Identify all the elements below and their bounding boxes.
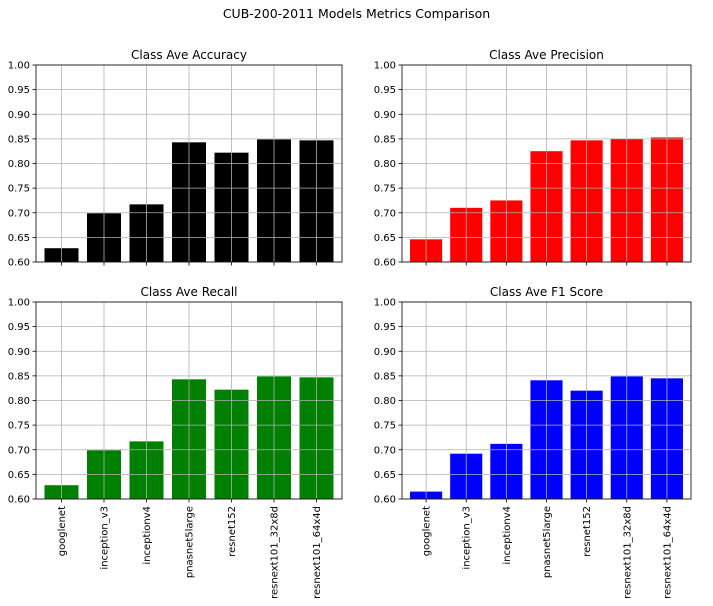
y-tick-label: 0.95	[8, 322, 30, 333]
y-tick-label: 0.80	[8, 396, 30, 407]
y-tick-label: 1.00	[374, 298, 396, 309]
figure-title: CUB-200-2011 Models Metrics Comparison	[223, 6, 490, 21]
y-tick-label: 0.60	[8, 258, 30, 269]
y-tick-label: 0.90	[8, 347, 30, 358]
x-tick-label: pnasnet5large	[185, 506, 196, 578]
y-tick-label: 0.90	[374, 110, 396, 121]
x-tick-label: resnet152	[227, 506, 238, 557]
y-tick-label: 0.85	[8, 134, 30, 145]
subplot-title: Class Ave Accuracy	[131, 48, 247, 62]
x-tick-label: googlenet	[422, 506, 433, 556]
y-tick-label: 0.65	[8, 233, 30, 244]
y-tick-label: 0.60	[374, 258, 396, 269]
y-tick-label: 1.00	[8, 61, 30, 72]
y-tick-label: 0.75	[374, 421, 396, 432]
y-tick-label: 0.85	[8, 371, 30, 382]
x-tick-label: resnext101_32x8d	[622, 506, 633, 599]
x-tick-label: pnasnet5large	[542, 506, 553, 578]
subplot-4: Class Ave F1 Score 0.60 0.65 0.70 0.75 0.80 0.…	[374, 285, 692, 599]
subplot-title: Class Ave Recall	[141, 285, 238, 299]
y-tick-label: 0.80	[8, 159, 30, 170]
y-tick-label: 0.80	[374, 396, 396, 407]
y-tick-label: 0.65	[374, 470, 396, 481]
y-tick-label: 0.70	[374, 208, 396, 219]
y-tick-label: 0.70	[374, 445, 396, 456]
x-tick-label: resnext101_32x8d	[270, 506, 281, 599]
x-tick-label: resnext101_64x4d	[662, 506, 673, 599]
subplot-title: Class Ave F1 Score	[490, 285, 603, 299]
y-tick-label: 0.70	[8, 208, 30, 219]
y-tick-label: 0.75	[374, 184, 396, 195]
y-tick-label: 0.65	[8, 470, 30, 481]
x-tick-label: googlenet	[57, 506, 68, 556]
y-tick-label: 0.95	[8, 85, 30, 96]
y-tick-label: 0.60	[8, 495, 30, 506]
y-tick-label: 0.90	[374, 347, 396, 358]
y-tick-label: 0.85	[374, 371, 396, 382]
subplot-1: Class Ave Accuracy 0.60 0.65 0.70 0.75 0.80 0.…	[8, 48, 343, 269]
subplot-2: Class Ave Precision 0.60 0.65 0.70 0.75 0.80 0…	[374, 48, 692, 269]
y-tick-label: 0.70	[8, 445, 30, 456]
y-tick-label: 0.75	[8, 184, 30, 195]
y-tick-label: 1.00	[374, 61, 396, 72]
y-tick-label: 1.00	[8, 298, 30, 309]
y-tick-label: 0.95	[374, 85, 396, 96]
y-tick-label: 0.60	[374, 495, 396, 506]
y-tick-label: 0.65	[374, 233, 396, 244]
x-tick-label: resnet152	[582, 506, 593, 557]
x-tick-label: inceptionv4	[142, 506, 153, 565]
y-tick-label: 0.95	[374, 322, 396, 333]
y-tick-label: 0.80	[374, 159, 396, 170]
x-tick-label: inceptionv4	[502, 506, 513, 565]
y-tick-label: 0.85	[374, 134, 396, 145]
x-tick-label: inception_v3	[462, 506, 473, 570]
subplot-title: Class Ave Precision	[489, 48, 604, 62]
subplot-3: Class Ave Recall 0.60 0.65 0.70 0.75 0.80 0.85…	[8, 285, 343, 599]
y-tick-label: 0.75	[8, 421, 30, 432]
x-tick-label: resnext101_64x4d	[312, 506, 323, 599]
y-tick-label: 0.90	[8, 110, 30, 121]
x-tick-label: inception_v3	[100, 506, 111, 570]
